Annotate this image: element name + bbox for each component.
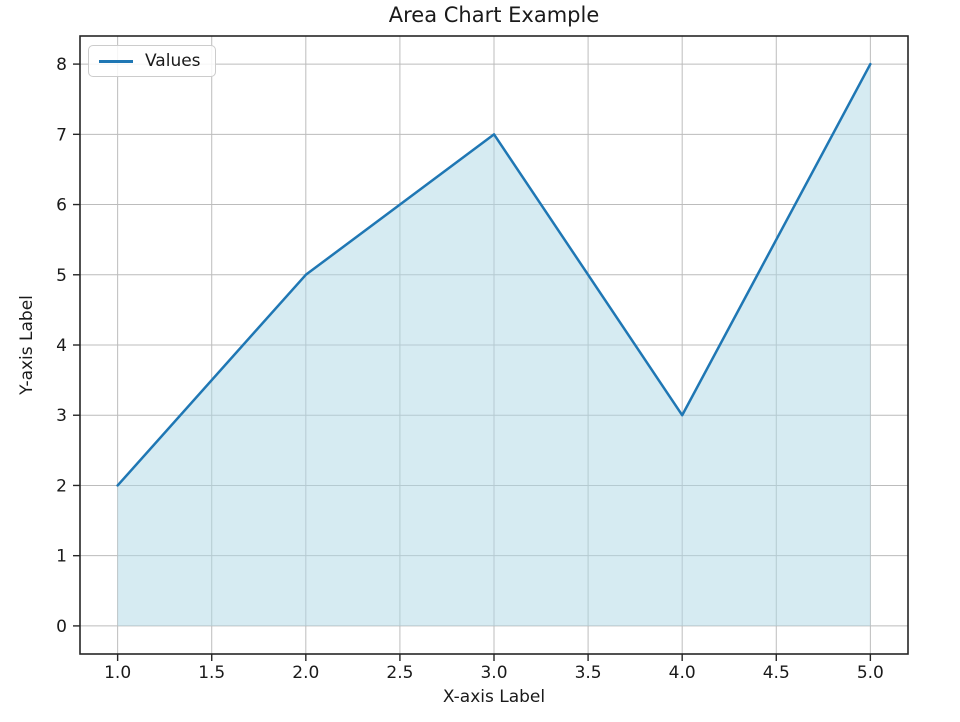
x-tick-label: 1.0 [104, 663, 131, 683]
chart-title: Area Chart Example [388, 3, 600, 27]
legend: Values [88, 45, 216, 77]
x-tick-label: 4.0 [669, 663, 696, 683]
y-tick-label: 2 [56, 476, 67, 496]
legend-line-swatch [99, 59, 133, 63]
y-tick-label: 0 [56, 617, 67, 637]
y-axis-label: Y-axis Label [17, 295, 37, 395]
y-tick-label: 5 [56, 266, 67, 286]
x-tick-label: 3.5 [575, 663, 602, 683]
x-tick-label: 1.5 [198, 663, 225, 683]
x-tick-label: 3.0 [480, 663, 507, 683]
y-tick-label: 6 [56, 196, 67, 216]
y-tick-label: 1 [56, 547, 67, 567]
x-tick-label: 2.0 [292, 663, 319, 683]
y-tick-label: 4 [56, 336, 67, 356]
y-tick-label: 7 [56, 125, 67, 145]
legend-entry-label: Values [145, 51, 201, 71]
y-tick-label: 3 [56, 406, 67, 426]
data-line [116, 62, 872, 487]
area-fill [117, 64, 871, 626]
y-tick-label: 8 [56, 55, 67, 75]
x-axis-label: X-axis Label [442, 687, 546, 707]
x-tick-label: 2.5 [386, 663, 413, 683]
x-tick-label: 5.0 [857, 663, 884, 683]
x-tick-label: 4.5 [763, 663, 790, 683]
